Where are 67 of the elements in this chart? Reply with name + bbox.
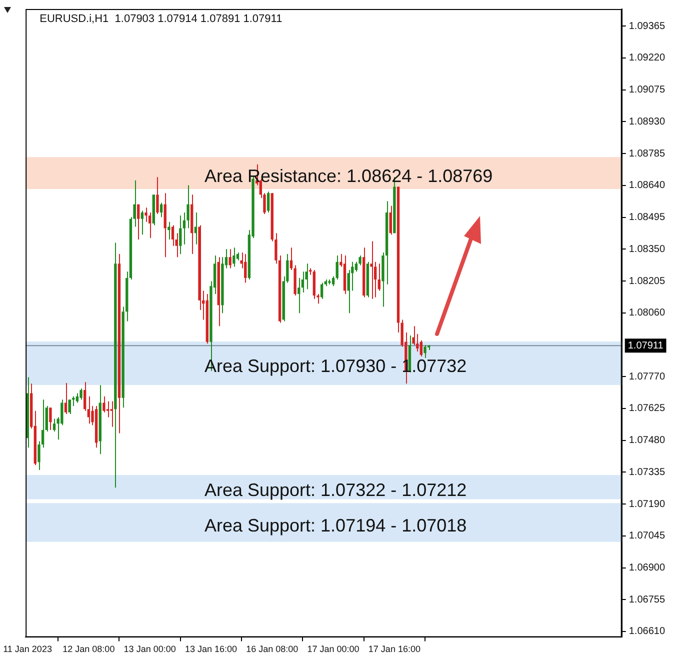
x-tick-label: 12 Jan 08:00: [62, 644, 115, 654]
y-tick-label: 1.07045: [628, 530, 666, 542]
candlestick: [64, 382, 68, 414]
x-tick-label: 13 Jan 00:00: [124, 644, 176, 654]
candlestick: [156, 176, 159, 215]
candlestick: [347, 270, 350, 314]
y-tick-label: 1.06755: [628, 594, 666, 606]
y-tick-label: 1.09075: [628, 84, 666, 96]
candlestick: [389, 205, 392, 236]
y-tick-label: 1.08640: [628, 180, 666, 192]
candlestick: [420, 340, 423, 357]
candlestick: [140, 210, 144, 236]
candlestick: [266, 191, 270, 213]
y-tick-label: 1.09220: [628, 52, 666, 64]
candlestick: [312, 270, 316, 300]
y-tick-label: 1.07625: [628, 403, 666, 414]
candlestick: [424, 344, 426, 358]
band-label: Area Support: 1.07322 - 1.07212: [204, 480, 467, 500]
candlestick: [232, 247, 236, 268]
y-tick-label: 1.07770: [628, 371, 666, 382]
candlestick: [106, 400, 110, 418]
candlestick: [68, 399, 71, 414]
y-tick-label: 1.07480: [628, 435, 666, 446]
y-tick-label: 1.08785: [628, 148, 666, 160]
x-tick-label: 13 Jan 16:00: [184, 644, 237, 654]
candlestick: [354, 261, 358, 272]
candlestick: [164, 192, 166, 258]
candlestick: [378, 263, 380, 292]
x-tick-label: 17 Jan 16:00: [368, 644, 420, 654]
y-tick-label: 1.08495: [628, 212, 666, 224]
y-tick-label: 1.08350: [628, 244, 666, 255]
candlestick: [194, 212, 198, 245]
candlestick: [179, 215, 182, 254]
candlestick: [320, 282, 324, 300]
y-tick-label: 1.06610: [628, 626, 666, 638]
y-tick-label: 1.08060: [628, 308, 666, 319]
candlestick: [228, 248, 232, 269]
y-tick-label: 1.07190: [628, 498, 666, 510]
candlestick: [80, 388, 82, 400]
candlestick: [298, 277, 300, 314]
y-tick-label: 1.07335: [628, 466, 666, 478]
x-tick-label: 11 Jan 2023: [3, 644, 52, 654]
candlestick: [370, 240, 373, 300]
candlestick: [102, 396, 106, 413]
candlestick: [412, 326, 415, 346]
band-label: Area Support: 1.07194 - 1.07018: [204, 515, 467, 536]
candlestick: [171, 224, 174, 246]
y-tick-label: 1.06900: [628, 562, 666, 574]
x-tick-label: 16 Jan 08:00: [246, 644, 298, 654]
candlestick: [49, 407, 52, 430]
y-tick-label: 1.08205: [628, 276, 666, 287]
y-tick-label: 1.08930: [628, 116, 666, 128]
candlestick: [244, 253, 247, 284]
candlestick: [52, 418, 56, 432]
chart-title: EURUSD.i,H1 1.07903 1.07914 1.07891 1.07911: [40, 13, 282, 26]
candlestick: [160, 202, 163, 218]
ref-line-label: 1.07911: [628, 340, 664, 352]
y-tick-label: 1.09365: [628, 20, 666, 32]
candlestick: [168, 221, 170, 240]
candlestick: [137, 204, 140, 240]
candlestick: [332, 276, 335, 287]
x-tick-label: 17 Jan 00:00: [307, 644, 360, 654]
candlestick: [110, 400, 113, 428]
candlestick: [148, 212, 152, 238]
candlestick: [144, 207, 148, 222]
candlestick: [336, 255, 338, 280]
candlestick: [305, 263, 308, 290]
